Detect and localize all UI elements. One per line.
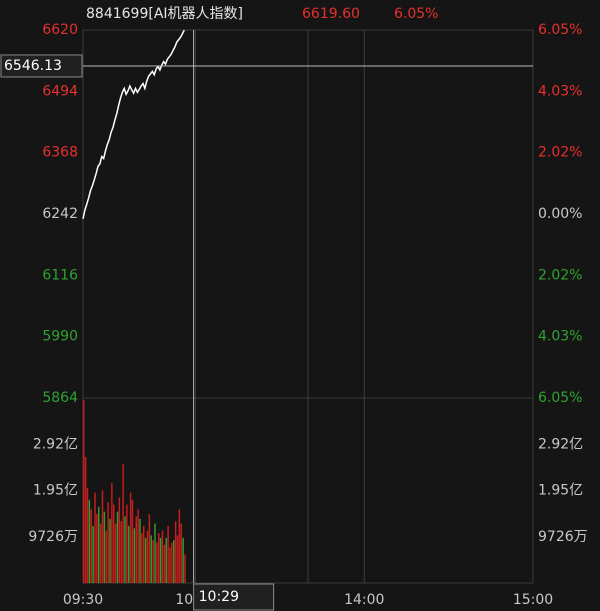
volume-bar [98, 506, 100, 583]
crosshair-x-box [193, 583, 275, 611]
volume-bar [156, 542, 158, 583]
volume-bar [124, 516, 126, 583]
volume-bar [150, 535, 152, 583]
x-tick-label: 15:00 [513, 592, 553, 608]
volume-bar [144, 537, 147, 583]
volume-bar [103, 511, 106, 583]
volume-tick-label-right: 2.92亿 [538, 436, 583, 452]
volume-bar [120, 521, 122, 583]
volume-tick-label: 9726万 [28, 529, 78, 545]
volume-bar [133, 528, 136, 583]
volume-bar [159, 537, 162, 583]
volume-bar [184, 554, 186, 583]
volume-bar [167, 525, 169, 583]
y-tick-label: 6242 [42, 206, 78, 222]
y-tick-label: 6494 [42, 83, 78, 99]
volume-bar [135, 516, 137, 583]
y-tick-label: 6620 [42, 22, 78, 38]
y-tick-label: 6368 [42, 145, 78, 161]
volume-bar [173, 540, 175, 583]
volume-bar [94, 492, 96, 583]
volume-bar [148, 514, 151, 583]
y-tick-label: 5990 [42, 329, 78, 345]
y2-tick-label: 2.02% [538, 145, 582, 161]
volume-bar [146, 530, 149, 583]
volume-bar [116, 511, 119, 583]
volume-bar [114, 523, 117, 583]
chart-title: 8841699[AI机器人指数] [86, 6, 243, 22]
volume-tick-label-right: 1.95亿 [538, 483, 583, 499]
x-tick-label: 14:00 [344, 592, 384, 608]
y2-tick-label: 4.03% [538, 83, 582, 99]
y2-tick-label: 4.03% [538, 329, 582, 345]
volume-bar [88, 499, 91, 583]
volume-bar [141, 533, 143, 583]
volume-bar [99, 523, 102, 583]
volume-bar [90, 509, 92, 583]
volume-tick-label: 1.95亿 [33, 483, 78, 499]
volume-tick-label-right: 9726万 [538, 529, 588, 545]
volume-bar [122, 464, 124, 583]
volume-bar [176, 535, 179, 583]
volume-bar [182, 537, 184, 583]
y2-tick-label: 2.02% [538, 267, 582, 283]
volume-bar [180, 523, 182, 583]
volume-bar [113, 504, 115, 583]
volume-bar [143, 525, 145, 583]
volume-bar [96, 514, 98, 583]
volume-bar [107, 502, 109, 583]
volume-bar [86, 487, 89, 583]
volume-bar [152, 540, 154, 583]
x-tick-label: 09:30 [63, 592, 103, 608]
change-percent: 6.05% [394, 6, 438, 22]
volume-bar [165, 537, 167, 583]
volume-tick-label: 2.92亿 [33, 436, 78, 452]
y-tick-label: 6116 [42, 267, 78, 283]
volume-bar [105, 530, 107, 583]
volume-bar [163, 544, 166, 583]
volume-bar [131, 499, 134, 583]
volume-bar [169, 547, 171, 583]
volume-bar [158, 533, 160, 583]
volume-bar [101, 490, 104, 583]
price-line [82, 29, 185, 220]
volume-bar [111, 483, 113, 583]
y2-tick-label: 6.05% [538, 390, 582, 406]
volume-bar [161, 530, 164, 583]
volume-bar [84, 456, 87, 583]
y2-tick-label: 6.05% [538, 22, 582, 38]
crosshair-y-box [0, 54, 83, 78]
volume-bar [139, 518, 141, 583]
volume-bar [118, 497, 121, 583]
crosshair-x-label: 10:29 [199, 589, 239, 605]
volume-bar [129, 492, 132, 583]
volume-bar [174, 521, 177, 583]
last-price: 6619.60 [302, 6, 360, 22]
volume-bar [83, 399, 85, 583]
y-tick-label: 5864 [42, 390, 78, 406]
volume-bar [109, 518, 111, 583]
y2-tick-label: 0.00% [538, 206, 582, 222]
volume-bar [126, 504, 128, 583]
volume-bar [178, 509, 181, 583]
volume-bar [137, 509, 139, 583]
volume-bar [128, 525, 130, 583]
volume-bar [171, 542, 173, 583]
crosshair-y-label: 6546.13 [4, 58, 62, 74]
volume-bar [154, 523, 156, 583]
volume-bar [92, 525, 94, 583]
